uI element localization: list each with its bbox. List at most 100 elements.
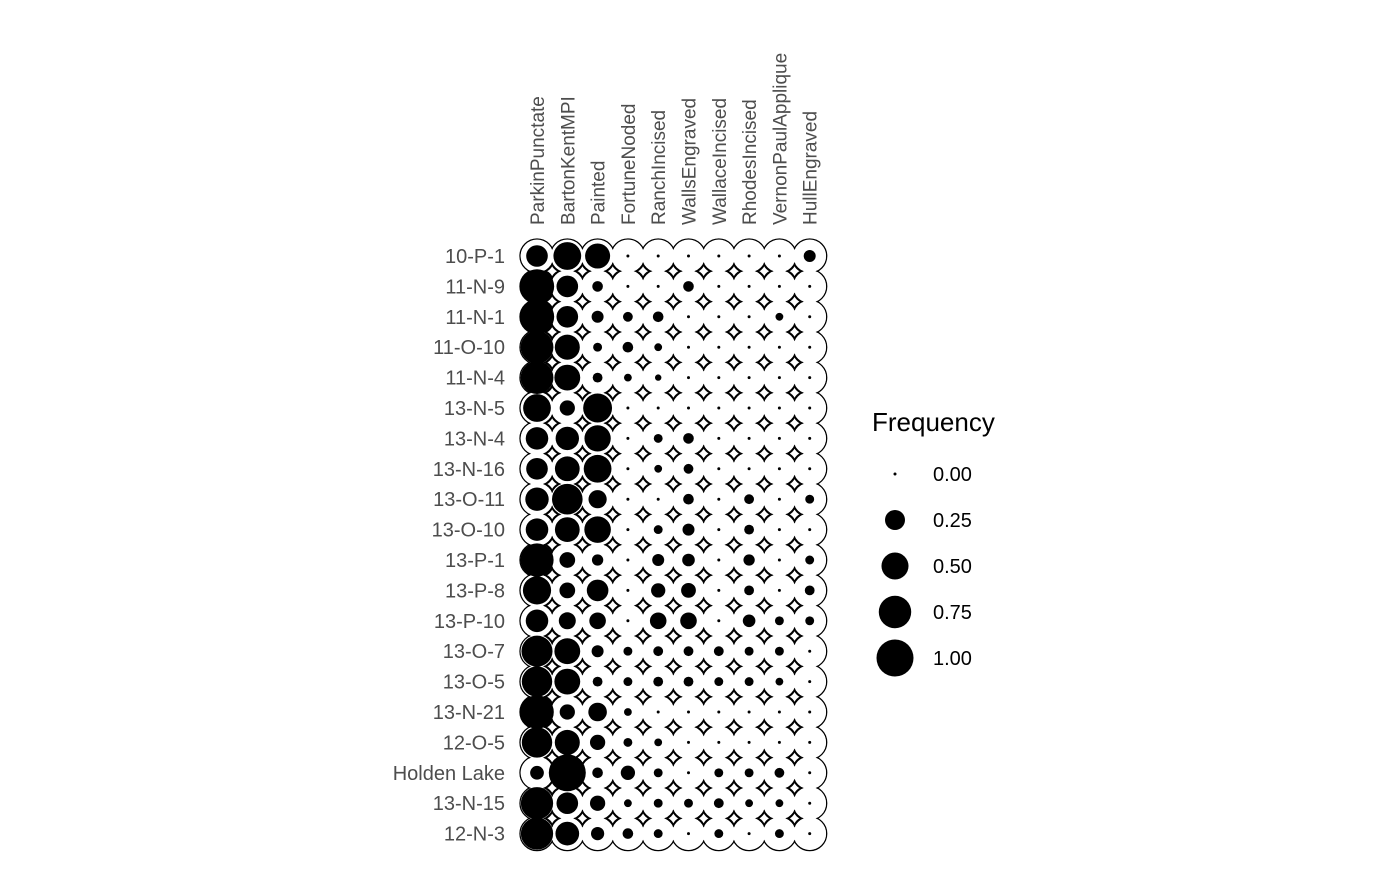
data-point-12-o-5-wallaceincised [717, 740, 721, 744]
diamond-connector [786, 293, 803, 310]
diamond-connector [665, 415, 682, 431]
data-point-12-n-3-rhodesincised [747, 832, 751, 836]
data-point-13-p-8-hullengraved [804, 585, 815, 596]
data-point-holden-lake-wallaceincised [714, 768, 724, 778]
data-point-13-n-4-hullengraved [808, 436, 812, 440]
data-point-holden-lake-rhodesincised [744, 768, 754, 778]
diamond-connector [665, 719, 682, 735]
data-point-13-o-7-hullengraved [808, 649, 812, 653]
row-label-10-p-1: 10-P-1 [445, 246, 505, 268]
data-point-12-n-3-wallaceincised [714, 829, 724, 839]
data-point-13-n-5-vernonpaulapplique [777, 406, 781, 410]
diamond-connector [786, 658, 803, 675]
data-point-holden-lake-ranchincised [653, 768, 663, 778]
diamond-connector [574, 537, 591, 553]
data-point-13-o-10-wallsengraved [682, 523, 695, 536]
diamond-connector [574, 719, 591, 735]
data-point-13-p-1-hullengraved [805, 555, 815, 565]
data-point-13-p-10-painted [589, 612, 606, 630]
data-point-13-o-10-rhodesincised [744, 524, 754, 535]
diamond-connector [695, 324, 712, 340]
diamond-connector [695, 597, 712, 614]
data-point-11-n-1-painted [591, 310, 604, 323]
data-point-12-o-5-fortunenoded [623, 737, 633, 747]
data-point-13-n-4-bartonkentmpi [555, 426, 579, 451]
data-point-11-n-1-ranchincised [652, 311, 664, 323]
diamond-connector [605, 385, 621, 401]
diamond-connector [605, 597, 621, 614]
diamond-connector [756, 385, 772, 401]
row-label-13-n-15: 13-N-15 [433, 793, 505, 815]
data-point-11-o-10-vernonpaulapplique [777, 345, 781, 349]
data-point-11-o-10-bartonkentmpi [554, 334, 580, 360]
data-point-13-p-10-parkinpunctate [525, 609, 549, 633]
data-point-12-o-5-hullengraved [808, 740, 812, 744]
data-point-13-p-8-wallsengraved [681, 583, 696, 598]
row-label-11-o-10: 11-O-10 [433, 337, 505, 359]
data-point-13-p-8-parkinpunctate [522, 576, 552, 605]
diamond-connector [726, 476, 742, 492]
diamond-connector [635, 476, 651, 492]
diamond-connector [544, 354, 560, 371]
diamond-connector [726, 354, 742, 371]
diamond-connector [574, 567, 591, 583]
data-point-12-n-3-bartonkentmpi [555, 821, 580, 846]
data-point-13-n-21-rhodesincised [747, 710, 751, 714]
data-point-11-n-9-bartonkentmpi [556, 275, 579, 298]
diamond-connector [726, 689, 742, 705]
diamond-connector [665, 263, 682, 279]
diamond-connector [726, 597, 742, 614]
data-point-13-o-7-fortunenoded [623, 646, 633, 656]
data-point-13-o-10-wallaceincised [717, 528, 721, 532]
diamond-connector [786, 263, 803, 279]
diamond-connector [665, 324, 682, 340]
diamond-connector [726, 263, 742, 279]
data-point-13-n-21-ranchincised [656, 710, 660, 714]
diamond-connector [544, 263, 560, 279]
data-point-10-p-1-hullengraved [803, 250, 816, 262]
row-label-12-o-5: 12-O-5 [443, 732, 505, 754]
diamond-connector [605, 628, 621, 644]
diamond-connector [756, 293, 772, 310]
row-label-13-n-21: 13-N-21 [433, 702, 505, 724]
data-point-13-o-10-ranchincised [653, 525, 663, 535]
data-point-13-p-8-painted [586, 579, 609, 602]
data-point-11-n-4-wallsengraved [687, 376, 690, 380]
diamond-connector [786, 445, 803, 462]
legend-label-0-75: 0.75 [933, 602, 972, 624]
data-point-13-p-8-bartonkentmpi [559, 582, 576, 599]
data-point-10-p-1-wallsengraved [687, 254, 690, 258]
diamond-connector [665, 537, 682, 553]
data-point-11-n-9-vernonpaulapplique [777, 284, 781, 288]
column-label-wallaceincised: WallaceIncised [710, 98, 731, 225]
data-point-12-o-5-parkinpunctate [521, 727, 553, 758]
data-point-12-o-5-vernonpaulapplique [777, 740, 781, 744]
diamond-connector [635, 749, 651, 766]
diamond-connector [786, 324, 803, 340]
data-point-13-p-1-bartonkentmpi [559, 552, 576, 568]
data-point-13-p-8-rhodesincised [744, 585, 754, 596]
diamond-connector [726, 293, 742, 310]
data-point-13-o-5-ranchincised [653, 676, 664, 687]
diamond-connector [605, 658, 621, 675]
diamond-connector [605, 354, 621, 371]
diamond-connector [756, 445, 772, 462]
diamond-connector [544, 476, 560, 492]
data-point-11-n-9-wallsengraved [683, 281, 694, 292]
data-point-11-n-1-wallsengraved [687, 315, 690, 319]
data-point-11-o-10-fortunenoded [622, 341, 634, 353]
data-point-13-p-1-ranchincised [652, 554, 665, 566]
diamond-connector [756, 658, 772, 675]
data-point-11-n-9-painted [592, 281, 603, 292]
data-point-13-n-4-painted [584, 425, 611, 452]
diamond-connector [756, 506, 772, 523]
diamond-connector [756, 354, 772, 371]
data-point-13-o-11-parkinpunctate [525, 487, 549, 511]
data-point-11-n-9-parkinpunctate [519, 269, 555, 304]
diamond-connector [574, 689, 591, 705]
diamond-connector [695, 810, 712, 827]
data-point-13-n-4-fortunenoded [626, 436, 630, 440]
data-point-11-n-1-wallaceincised [717, 315, 721, 319]
diamond-connector [574, 324, 591, 340]
diamond-connector [605, 263, 621, 279]
